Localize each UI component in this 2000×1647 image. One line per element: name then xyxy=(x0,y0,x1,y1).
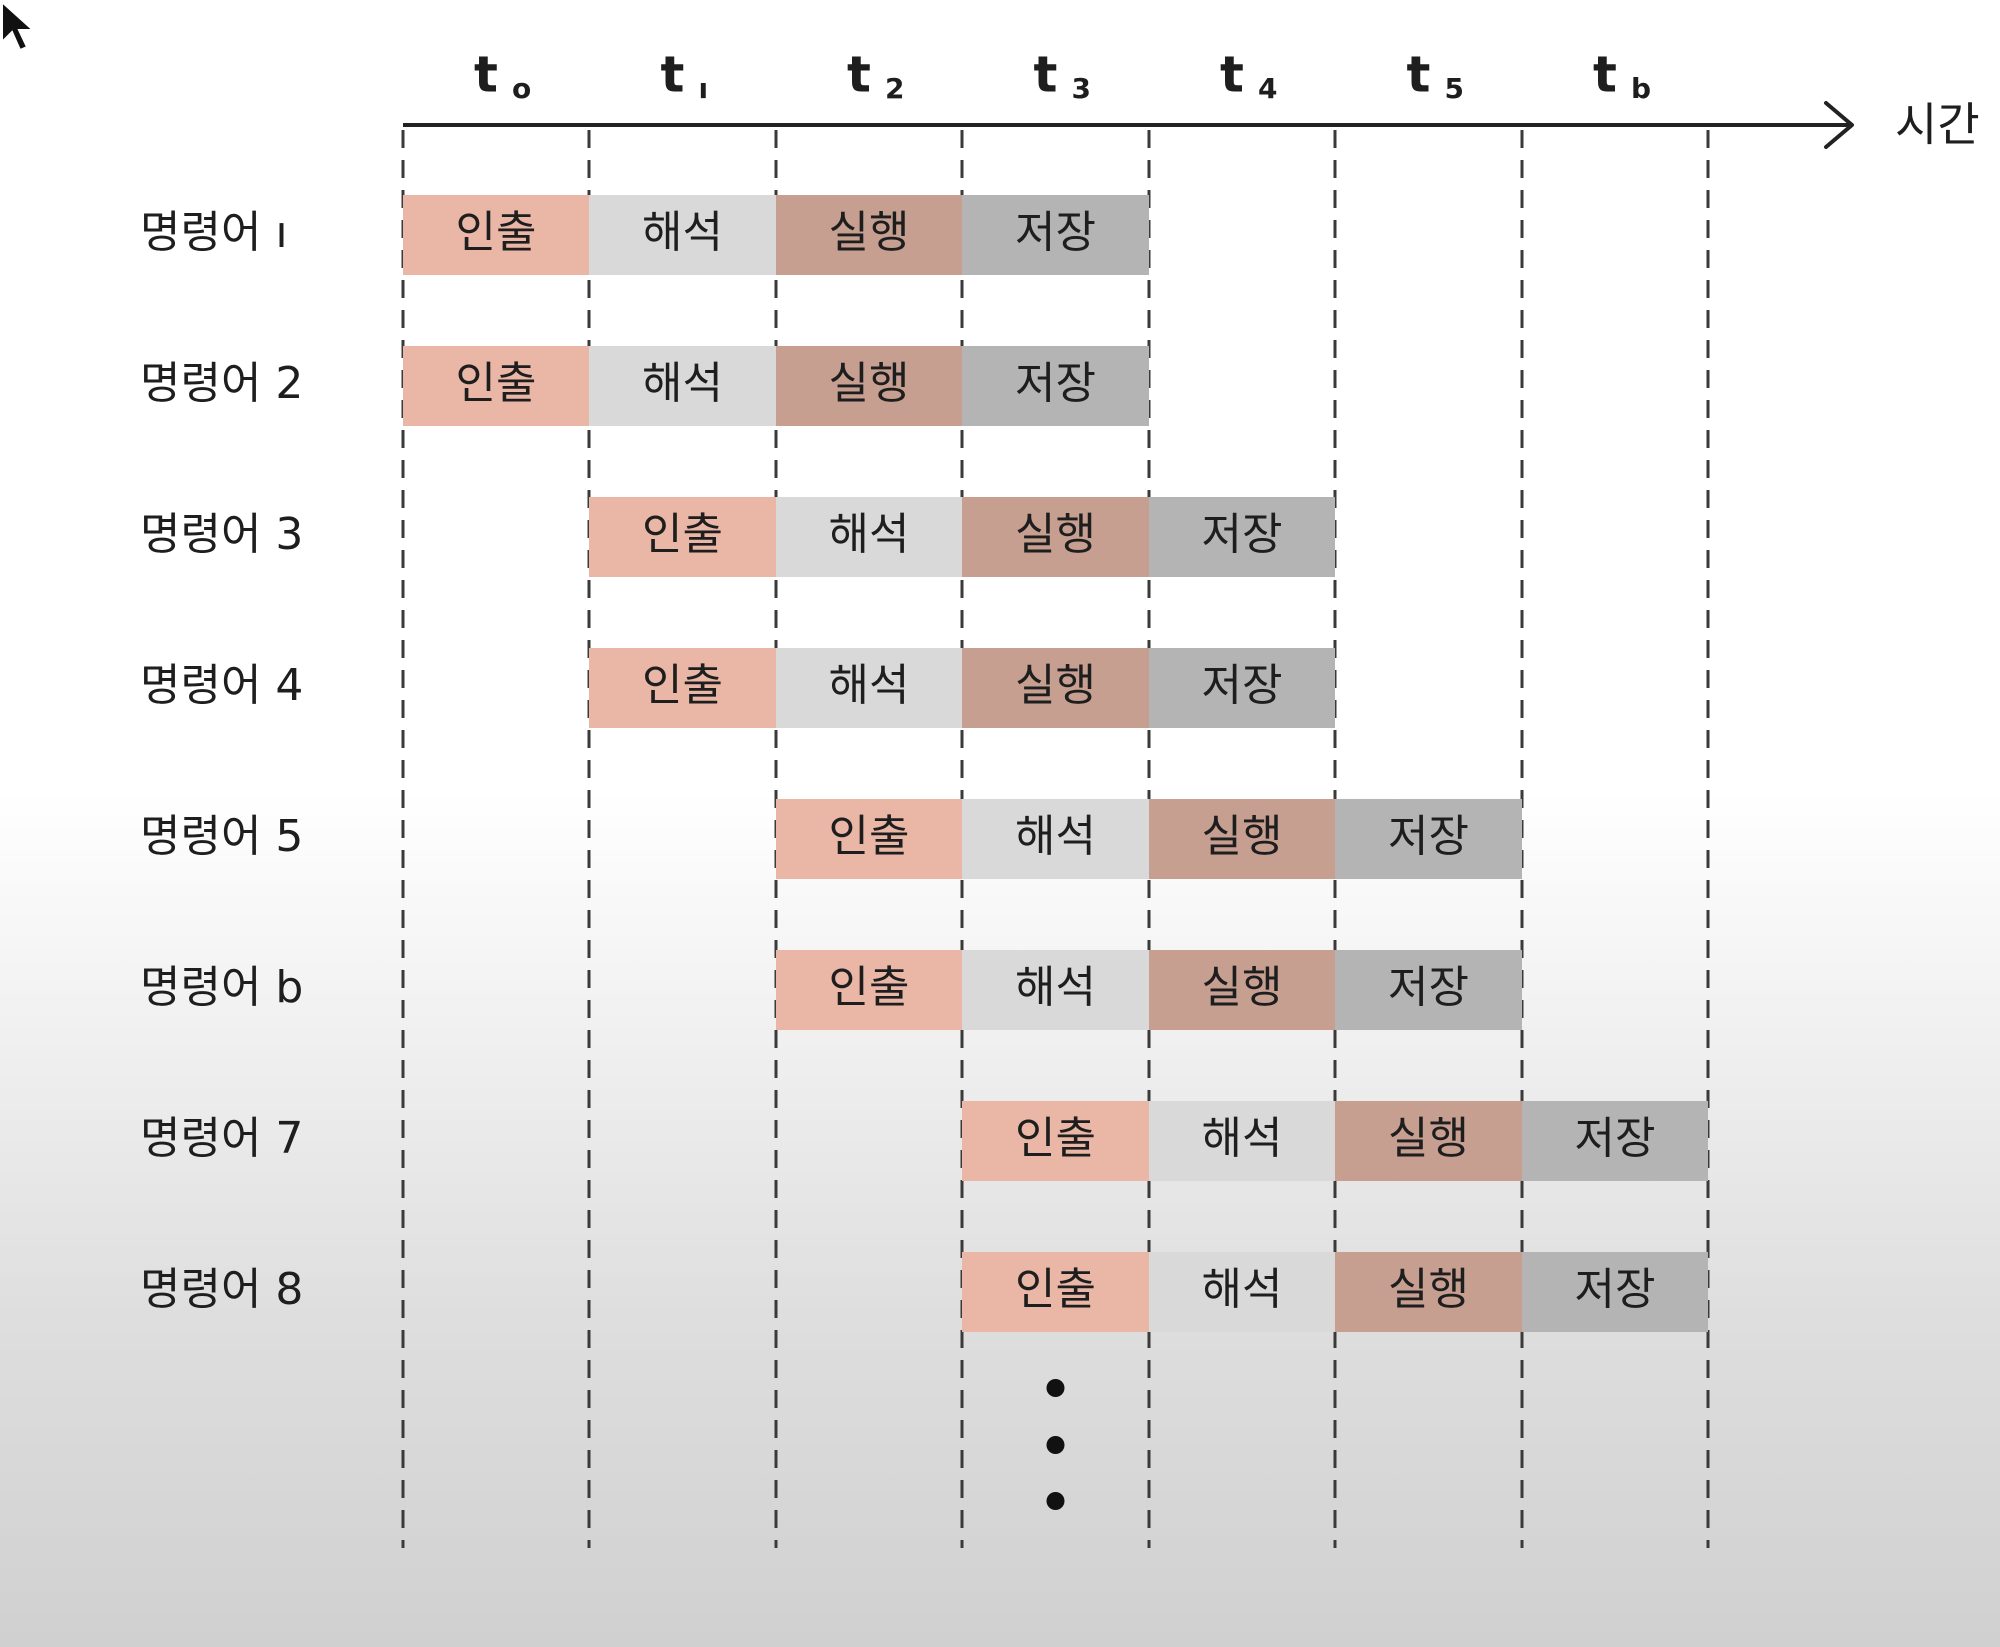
stage-label-fetch: 인출 xyxy=(829,962,910,1013)
stage-label-fetch: 인출 xyxy=(1015,1113,1096,1164)
stage-label-decode: 해석 xyxy=(642,207,723,258)
time-axis-arrow-icon xyxy=(1824,101,1854,149)
stage-label-decode: 해석 xyxy=(642,358,723,409)
time-tick-subscript: ı xyxy=(699,72,709,105)
instruction-label: 명령어 5 xyxy=(140,811,303,862)
stage-box-execute xyxy=(776,195,962,275)
instruction-label: 명령어 7 xyxy=(140,1113,303,1164)
stage-label-execute: 실행 xyxy=(829,207,910,258)
stage-label-store: 저장 xyxy=(1015,358,1096,409)
stage-box-fetch xyxy=(403,346,589,426)
time-tick-subscript: 4 xyxy=(1258,72,1277,105)
stage-label-store: 저장 xyxy=(1575,1113,1656,1164)
time-axis-label: 시간 xyxy=(1895,98,1980,152)
stage-label-fetch: 인출 xyxy=(642,509,723,560)
stage-box-decode xyxy=(1149,1101,1335,1181)
instruction-label: 명령어 4 xyxy=(140,660,303,711)
instruction-label: 명령어 b xyxy=(140,962,303,1013)
stage-box-execute xyxy=(1335,1101,1522,1181)
stage-label-store: 저장 xyxy=(1202,509,1283,560)
stage-box-fetch xyxy=(589,648,776,728)
time-tick-subscript: b xyxy=(1631,72,1651,105)
stage-box-execute xyxy=(776,346,962,426)
stage-box-fetch xyxy=(403,195,589,275)
stage-label-execute: 실행 xyxy=(1015,509,1096,560)
instruction-label: 명령어 8 xyxy=(140,1264,303,1315)
instruction-label: 명령어 ı xyxy=(140,207,288,258)
instruction-label: 명령어 3 xyxy=(140,509,303,560)
stage-label-fetch: 인출 xyxy=(456,207,537,258)
continuation-dot xyxy=(1046,1492,1065,1510)
stage-box-fetch xyxy=(589,497,776,577)
stage-box-decode xyxy=(962,799,1149,879)
stage-label-execute: 실행 xyxy=(1202,811,1283,862)
stage-box-store xyxy=(962,346,1149,426)
stage-label-store: 저장 xyxy=(1202,660,1283,711)
stage-label-fetch: 인출 xyxy=(456,358,537,409)
stage-label-store: 저장 xyxy=(1575,1264,1656,1315)
stage-label-execute: 실행 xyxy=(1388,1113,1469,1164)
stage-label-fetch: 인출 xyxy=(642,660,723,711)
time-tick-subscript: o xyxy=(512,72,531,105)
time-tick-label: t xyxy=(1593,46,1617,104)
stage-box-fetch xyxy=(776,799,962,879)
time-tick-subscript: 2 xyxy=(885,72,904,105)
stage-label-store: 저장 xyxy=(1388,962,1469,1013)
stage-label-store: 저장 xyxy=(1015,207,1096,258)
stage-box-fetch xyxy=(776,950,962,1030)
stage-box-decode xyxy=(1149,1252,1335,1332)
time-tick-label: t xyxy=(1407,46,1431,104)
time-tick-label: t xyxy=(1034,46,1058,104)
stage-label-fetch: 인출 xyxy=(829,811,910,862)
stage-label-fetch: 인출 xyxy=(1015,1264,1096,1315)
stage-box-decode xyxy=(962,950,1149,1030)
time-tick-label: t xyxy=(1220,46,1244,104)
stage-box-decode xyxy=(589,346,776,426)
time-tick-subscript: 5 xyxy=(1445,72,1464,105)
stage-box-store xyxy=(1149,497,1335,577)
stage-label-decode: 해석 xyxy=(1015,811,1096,862)
stage-label-execute: 실행 xyxy=(1388,1264,1469,1315)
stage-box-decode xyxy=(776,497,962,577)
stage-box-fetch xyxy=(962,1252,1149,1332)
stage-box-execute xyxy=(962,497,1149,577)
stage-label-decode: 해석 xyxy=(1015,962,1096,1013)
time-tick-label: t xyxy=(661,46,685,104)
stage-box-store xyxy=(962,195,1149,275)
stage-box-execute xyxy=(1149,950,1335,1030)
stage-label-execute: 실행 xyxy=(1015,660,1096,711)
stage-box-execute xyxy=(1335,1252,1522,1332)
stage-label-decode: 해석 xyxy=(829,660,910,711)
stage-box-store xyxy=(1522,1101,1708,1181)
continuation-dot xyxy=(1046,1436,1065,1454)
stage-box-fetch xyxy=(962,1101,1149,1181)
time-tick-label: t xyxy=(847,46,871,104)
stage-box-store xyxy=(1522,1252,1708,1332)
continuation-dot xyxy=(1046,1379,1065,1397)
stage-box-execute xyxy=(962,648,1149,728)
stage-box-decode xyxy=(589,195,776,275)
stage-box-store xyxy=(1149,648,1335,728)
time-tick-label: t xyxy=(474,46,498,104)
stage-label-store: 저장 xyxy=(1388,811,1469,862)
stage-label-decode: 해석 xyxy=(1202,1264,1283,1315)
stage-box-store xyxy=(1335,799,1522,879)
time-tick-subscript: 3 xyxy=(1072,72,1091,105)
stage-label-execute: 실행 xyxy=(829,358,910,409)
stage-box-decode xyxy=(776,648,962,728)
stage-box-store xyxy=(1335,950,1522,1030)
stage-label-execute: 실행 xyxy=(1202,962,1283,1013)
mouse-cursor-icon xyxy=(1,0,36,52)
stage-box-execute xyxy=(1149,799,1335,879)
instruction-label: 명령어 2 xyxy=(140,358,303,409)
stage-label-decode: 해석 xyxy=(829,509,910,560)
stage-label-decode: 해석 xyxy=(1202,1113,1283,1164)
